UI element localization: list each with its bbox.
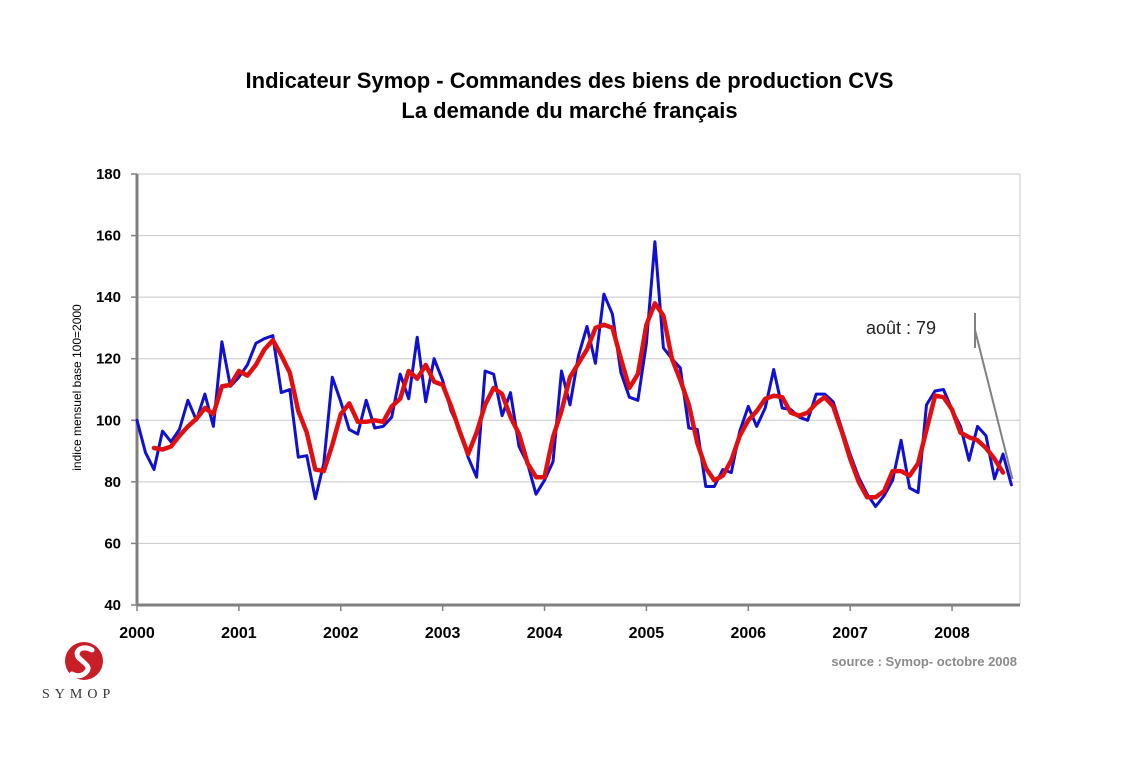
y-axis-label: indice mensuel base 100=2000 bbox=[70, 304, 84, 471]
x-tick-label: 2003 bbox=[425, 625, 461, 642]
x-tick-label: 2000 bbox=[119, 625, 155, 642]
y-tick-label: 180 bbox=[96, 166, 121, 183]
y-tick-label: 60 bbox=[104, 535, 121, 552]
y-tick-label: 80 bbox=[104, 474, 121, 491]
x-tick-label: 2007 bbox=[832, 625, 868, 642]
y-tick-label: 160 bbox=[96, 228, 121, 245]
y-tick-label: 40 bbox=[104, 597, 121, 614]
logo-text: SYMOP bbox=[42, 687, 116, 702]
chart-title: Indicateur Symop - Commandes des biens d… bbox=[245, 68, 894, 93]
series-line-smoothed bbox=[151, 301, 1006, 500]
annotation-leader-line bbox=[974, 329, 1014, 480]
source-note: source : Symop- octobre 2008 bbox=[831, 654, 1017, 669]
symop-logo-icon bbox=[65, 642, 103, 680]
annotation-label: août : 79 bbox=[866, 318, 936, 338]
x-tick-label: 2004 bbox=[527, 625, 563, 642]
y-tick-label: 140 bbox=[96, 289, 121, 306]
x-tick-label: 2006 bbox=[730, 625, 766, 642]
y-tick-label: 100 bbox=[96, 412, 121, 429]
x-tick-label: 2002 bbox=[323, 625, 359, 642]
x-tick-label: 2001 bbox=[221, 625, 257, 642]
x-tick-label: 2008 bbox=[934, 625, 970, 642]
chart-subtitle: La demande du marché français bbox=[401, 98, 738, 123]
x-tick-label: 2005 bbox=[629, 625, 665, 642]
y-tick-label: 120 bbox=[96, 351, 121, 368]
